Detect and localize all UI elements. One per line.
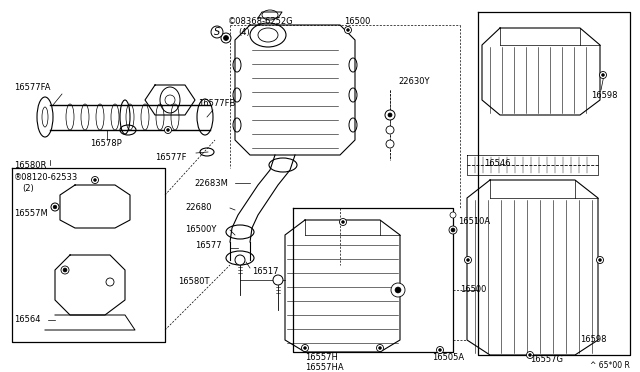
Text: 22630Y: 22630Y bbox=[398, 77, 429, 87]
Circle shape bbox=[63, 268, 67, 272]
Circle shape bbox=[395, 287, 401, 293]
Text: 16577FA: 16577FA bbox=[14, 83, 51, 93]
Text: 16580R: 16580R bbox=[14, 160, 46, 170]
Circle shape bbox=[602, 74, 604, 76]
Text: 16577: 16577 bbox=[195, 241, 221, 250]
Circle shape bbox=[344, 26, 351, 33]
Text: 22680: 22680 bbox=[185, 203, 211, 212]
Text: ^ 65*00 R: ^ 65*00 R bbox=[590, 360, 630, 369]
Text: 16557M: 16557M bbox=[14, 208, 48, 218]
Circle shape bbox=[596, 257, 604, 263]
Circle shape bbox=[436, 346, 444, 353]
Text: 16517: 16517 bbox=[252, 267, 278, 276]
Circle shape bbox=[449, 226, 457, 234]
Circle shape bbox=[106, 278, 114, 286]
Text: (4): (4) bbox=[238, 28, 250, 36]
Text: 16578P: 16578P bbox=[90, 138, 122, 148]
Circle shape bbox=[339, 218, 346, 225]
Circle shape bbox=[235, 255, 245, 265]
Circle shape bbox=[166, 129, 170, 131]
Circle shape bbox=[223, 35, 228, 41]
Text: 16577FB: 16577FB bbox=[198, 99, 236, 108]
Text: (2): (2) bbox=[22, 183, 34, 192]
Text: 16510A: 16510A bbox=[458, 218, 490, 227]
Circle shape bbox=[391, 283, 405, 297]
Circle shape bbox=[450, 212, 456, 218]
Text: 16564: 16564 bbox=[14, 315, 40, 324]
Text: 16598: 16598 bbox=[591, 90, 618, 99]
Circle shape bbox=[379, 347, 381, 349]
Text: 16505A: 16505A bbox=[432, 353, 464, 362]
Circle shape bbox=[53, 205, 57, 209]
Text: 16598: 16598 bbox=[580, 336, 607, 344]
Circle shape bbox=[386, 140, 394, 148]
Circle shape bbox=[438, 349, 442, 352]
Circle shape bbox=[301, 344, 308, 352]
Circle shape bbox=[93, 179, 97, 182]
Text: 16500Y: 16500Y bbox=[185, 225, 216, 234]
Text: 16546: 16546 bbox=[484, 158, 511, 167]
Text: 22683M: 22683M bbox=[194, 179, 228, 187]
Circle shape bbox=[347, 29, 349, 31]
Text: 16577F: 16577F bbox=[155, 154, 186, 163]
Circle shape bbox=[598, 259, 602, 262]
Circle shape bbox=[164, 126, 172, 134]
Circle shape bbox=[165, 95, 175, 105]
Circle shape bbox=[600, 71, 607, 78]
Text: 16500: 16500 bbox=[460, 285, 486, 295]
Circle shape bbox=[51, 203, 59, 211]
Text: S: S bbox=[214, 27, 220, 37]
Text: 16557G: 16557G bbox=[530, 356, 563, 365]
Circle shape bbox=[385, 110, 395, 120]
Circle shape bbox=[342, 221, 344, 224]
Text: ©08368-6252G: ©08368-6252G bbox=[228, 17, 294, 26]
Circle shape bbox=[61, 266, 69, 274]
Circle shape bbox=[303, 347, 307, 349]
Circle shape bbox=[273, 275, 283, 285]
Text: 16557HA: 16557HA bbox=[305, 363, 344, 372]
Circle shape bbox=[92, 176, 99, 183]
Circle shape bbox=[465, 257, 472, 263]
Circle shape bbox=[529, 354, 531, 356]
Circle shape bbox=[386, 126, 394, 134]
Text: ®08120-62533: ®08120-62533 bbox=[14, 173, 78, 183]
Text: 16557H: 16557H bbox=[305, 353, 338, 362]
Circle shape bbox=[376, 344, 383, 352]
Circle shape bbox=[467, 259, 469, 262]
Circle shape bbox=[451, 228, 455, 232]
Text: 16500: 16500 bbox=[344, 17, 371, 26]
Circle shape bbox=[388, 113, 392, 117]
Text: 16580T: 16580T bbox=[178, 278, 209, 286]
Circle shape bbox=[221, 33, 231, 43]
Circle shape bbox=[527, 352, 534, 359]
